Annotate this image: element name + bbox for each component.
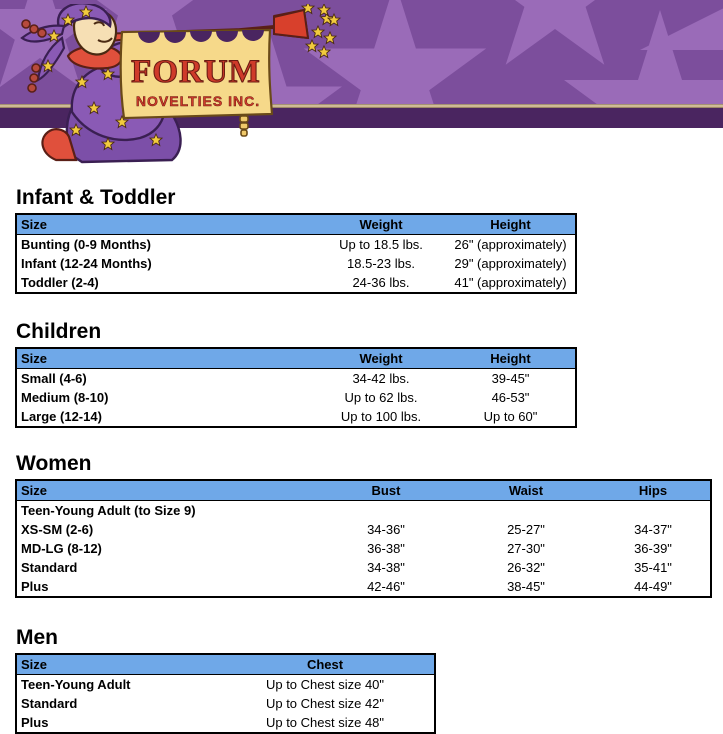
measurement-cell: 36-38" xyxy=(367,541,405,556)
table-row: Teen-Young Adult (to Size 9) xyxy=(16,501,711,521)
measurement-cell: Up to Chest size 48" xyxy=(265,715,385,730)
table-row: Plus 42-46" 38-45" 44-49" xyxy=(16,577,711,597)
table-header-row: Size Bust Waist Hips xyxy=(16,480,711,501)
column-header: Height xyxy=(446,348,576,369)
section-title: Women xyxy=(16,452,92,475)
column-header: Size xyxy=(16,214,316,235)
column-header: Size xyxy=(16,654,216,675)
measurement-cell: 38-45" xyxy=(507,579,545,594)
table-row: MD-LG (8-12) 36-38" 27-30" 36-39" xyxy=(16,539,711,558)
size-label-cell: Teen-Young Adult (to Size 9) xyxy=(21,503,196,518)
measurement-cell: Up to 60" xyxy=(483,409,538,424)
measurement-cell: Up to 18.5 lbs. xyxy=(339,237,423,252)
size-chart-content: Infant & Toddler Size Weight Height Bunting … xyxy=(0,128,723,734)
size-label-cell: Plus xyxy=(21,579,49,594)
size-table: Size Bust Waist Hips Teen-Young Adult (to Si… xyxy=(15,479,712,598)
forum-novelties-logo: FORUM NOVELTIES INC. xyxy=(20,4,341,164)
measurement-cell: 41" (approximately) xyxy=(454,275,567,290)
size-label-cell: XS-SM (2-6) xyxy=(21,522,94,537)
measurement-cell: 29" (approximately) xyxy=(454,256,567,271)
measurement-cell: 34-36" xyxy=(367,522,405,537)
size-section: Women Size Bust Waist Hips Teen-Young Adult (… xyxy=(0,452,723,598)
size-label-cell: MD-LG (8-12) xyxy=(21,541,102,556)
measurement-cell: 39-45" xyxy=(491,371,530,386)
section-title: Infant & Toddler xyxy=(16,186,176,209)
decorative-star-icon xyxy=(473,0,637,65)
table-row: Teen-Young Adult Up to Chest size 40" xyxy=(16,675,435,695)
measurement-cell: 42-46" xyxy=(367,579,405,594)
table-row: XS-SM (2-6) 34-36" 25-27" 34-37" xyxy=(16,520,711,539)
content-top-spacer xyxy=(0,128,723,186)
table-header-row: Size Weight Height xyxy=(16,214,576,235)
column-header: Weight xyxy=(316,348,446,369)
table-row: Plus Up to Chest size 48" xyxy=(16,713,435,733)
size-label-cell: Teen-Young Adult xyxy=(21,677,131,692)
table-row: Medium (8-10) Up to 62 lbs. 46-53" xyxy=(16,388,576,407)
sections-container: Infant & Toddler Size Weight Height Bunting … xyxy=(0,186,723,734)
column-header: Chest xyxy=(216,654,435,675)
measurement-cell: 34-38" xyxy=(367,560,405,575)
section-title: Men xyxy=(16,626,58,649)
size-label-cell: Medium (8-10) xyxy=(21,390,109,405)
measurement-cell: 35-41" xyxy=(634,560,672,575)
column-header: Height xyxy=(446,214,576,235)
size-label-cell: Bunting (0-9 Months) xyxy=(21,237,151,252)
measurement-cell: 27-30" xyxy=(507,541,545,556)
table-header-row: Size Weight Height xyxy=(16,348,576,369)
size-section: Infant & Toddler Size Weight Height Bunting … xyxy=(0,186,723,294)
size-label-cell: Infant (12-24 Months) xyxy=(21,256,152,271)
measurement-cell: Up to 62 lbs. xyxy=(344,390,418,405)
table-row: Small (4-6) 34-42 lbs. 39-45" xyxy=(16,369,576,389)
table-row: Infant (12-24 Months) 18.5-23 lbs. 29" (ap… xyxy=(16,254,576,273)
measurement-cell xyxy=(316,501,456,521)
size-label-cell: Toddler (2-4) xyxy=(21,275,99,290)
table-row: Large (12-14) Up to 100 lbs. Up to 60" xyxy=(16,407,576,427)
section-spacer xyxy=(0,428,723,452)
measurement-cell xyxy=(456,501,596,521)
table-row: Standard 34-38" 26-32" 35-41" xyxy=(16,558,711,577)
size-section: Children Size Weight Height Small (4-6) 34-42… xyxy=(0,320,723,428)
size-table: Size Weight Height Bunting (0-9 Months) Up t… xyxy=(15,213,577,294)
size-table: Size Chest Teen-Young Adult Up to Chest siz… xyxy=(15,653,436,734)
table-row: Bunting (0-9 Months) Up to 18.5 lbs. 26" (… xyxy=(16,235,576,255)
measurement-cell: 26-32" xyxy=(507,560,545,575)
column-header: Weight xyxy=(316,214,446,235)
column-header: Size xyxy=(16,348,316,369)
measurement-cell: 24-36 lbs. xyxy=(352,275,410,290)
column-header: Waist xyxy=(456,480,596,501)
column-header: Hips xyxy=(596,480,711,501)
column-header: Bust xyxy=(316,480,456,501)
table-header-row: Size Chest xyxy=(16,654,435,675)
column-header: Size xyxy=(16,480,316,501)
size-section: Men Size Chest Teen-Young Adult Up to Chest … xyxy=(0,626,723,734)
measurement-cell: 18.5-23 lbs. xyxy=(347,256,415,271)
measurement-cell: 34-37" xyxy=(634,522,672,537)
size-table: Size Weight Height Small (4-6) 34-42 lbs. 39-… xyxy=(15,347,577,428)
size-label-cell: Small (4-6) xyxy=(21,371,87,386)
measurement-cell: 44-49" xyxy=(634,579,672,594)
brand-wordmark: FORUM xyxy=(131,54,261,90)
size-label-cell: Standard xyxy=(21,560,78,575)
section-title: Children xyxy=(16,320,102,343)
brand-subtitle: NOVELTIES INC. xyxy=(136,93,260,109)
measurement-cell xyxy=(596,501,711,521)
measurement-cell: Up to 100 lbs. xyxy=(340,409,422,424)
size-label-cell: Large (12-14) xyxy=(21,409,102,424)
scroll-sign: FORUM NOVELTIES INC. xyxy=(119,28,274,137)
measurement-cell: 26" (approximately) xyxy=(454,237,567,252)
measurement-cell: 34-42 lbs. xyxy=(352,371,410,386)
banner-gold-divider xyxy=(0,104,723,108)
measurement-cell: 25-27" xyxy=(507,522,545,537)
section-spacer xyxy=(0,294,723,320)
section-spacer xyxy=(0,598,723,626)
table-row: Toddler (2-4) 24-36 lbs. 41" (approximatel… xyxy=(16,273,576,293)
size-label-cell: Plus xyxy=(21,715,49,730)
measurement-cell: 36-39" xyxy=(634,541,672,556)
measurement-cell: Up to Chest size 40" xyxy=(265,677,385,692)
measurement-cell: 46-53" xyxy=(491,390,530,405)
